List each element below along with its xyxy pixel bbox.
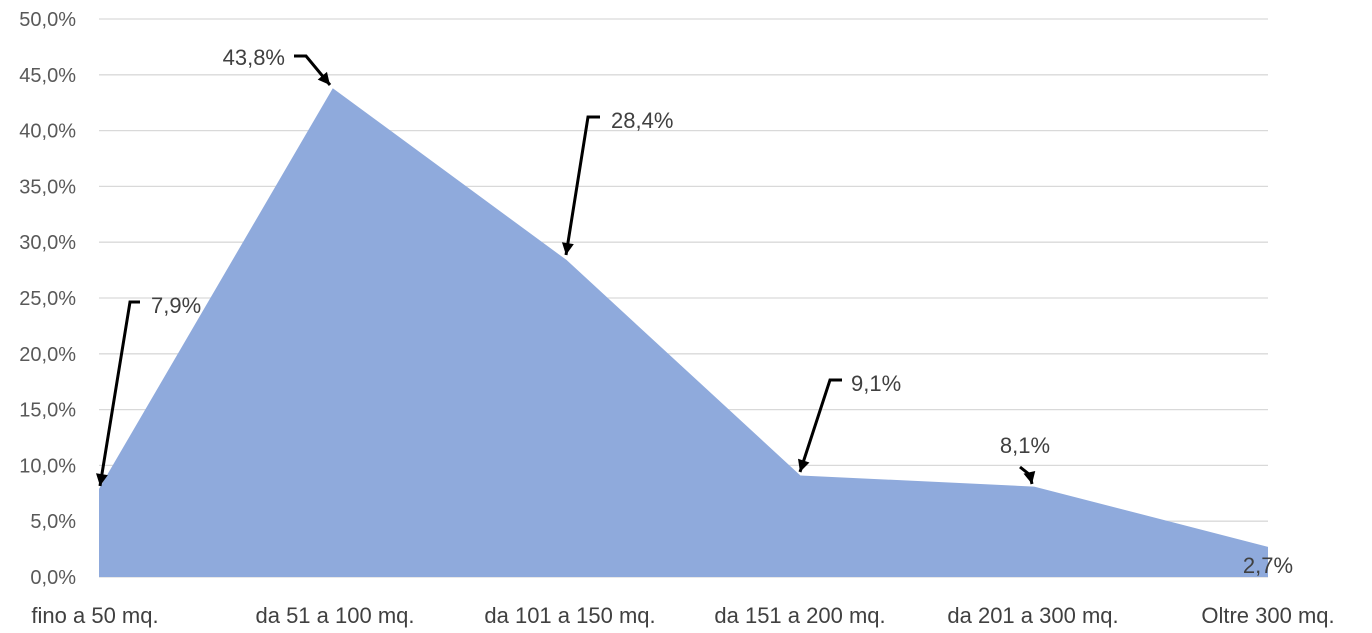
- y-tick-label: 45,0%: [19, 65, 76, 87]
- data-label: 9,1%: [851, 371, 901, 396]
- data-label: 43,8%: [223, 45, 285, 70]
- leader-arrowhead: [798, 458, 810, 472]
- area-series: [99, 88, 1268, 577]
- data-label: 7,9%: [151, 293, 201, 318]
- y-tick-label: 40,0%: [19, 121, 76, 143]
- y-tick-label: 0,0%: [30, 567, 76, 589]
- data-label: 2,7%: [1243, 553, 1293, 578]
- leader-line: [294, 54, 332, 86]
- leader-line: [798, 378, 842, 473]
- x-category-label: da 101 a 150 mq.: [484, 603, 655, 628]
- y-tick-label: 50,0%: [19, 9, 76, 31]
- y-tick-label: 30,0%: [19, 232, 76, 254]
- leader-arrowhead: [561, 242, 574, 255]
- data-label-leaders: [96, 54, 1036, 487]
- x-category-label: da 51 a 100 mq.: [255, 603, 414, 628]
- data-label: 28,4%: [611, 108, 673, 133]
- y-tick-label: 5,0%: [30, 511, 76, 533]
- x-axis-categories: fino a 50 mq. da 51 a 100 mq. da 101 a 150…: [31, 603, 1334, 628]
- leader-line: [98, 300, 140, 487]
- x-category-label: da 201 a 300 mq.: [947, 603, 1118, 628]
- y-tick-label: 15,0%: [19, 400, 76, 422]
- leader-line: [564, 115, 600, 256]
- leader-arrowhead: [317, 71, 330, 85]
- x-category-label: da 151 a 200 mq.: [714, 603, 885, 628]
- data-labels: 7,9% 43,8% 28,4% 9,1% 8,1% 2,7%: [151, 45, 1293, 578]
- y-tick-label: 10,0%: [19, 455, 76, 477]
- data-label: 8,1%: [1000, 433, 1050, 458]
- leader-arrowhead: [96, 473, 108, 486]
- area-fill: [99, 88, 1268, 577]
- y-tick-label: 25,0%: [19, 288, 76, 310]
- y-axis-ticks: 0,0% 5,0% 10,0% 15,0% 20,0% 25,0% 30,0% 35,0% 40…: [19, 9, 76, 589]
- y-tick-label: 35,0%: [19, 176, 76, 198]
- x-category-label: Oltre 300 mq.: [1201, 603, 1334, 628]
- leader-arrowhead: [1023, 470, 1036, 484]
- x-category-label: fino a 50 mq.: [31, 603, 158, 628]
- y-tick-label: 20,0%: [19, 344, 76, 366]
